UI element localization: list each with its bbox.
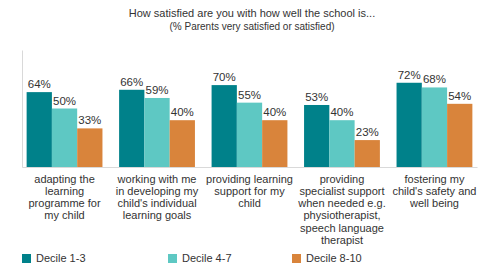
data-label: 64% xyxy=(28,78,51,90)
legend-label: Decile 1-3 xyxy=(36,252,86,264)
bar xyxy=(397,83,422,167)
x-tick-label: working with mein developing mychild's i… xyxy=(116,173,199,221)
bar xyxy=(170,120,195,167)
bar xyxy=(447,104,472,167)
x-tick-label: providing learningsupport for mychild xyxy=(206,173,293,209)
title: How satisfied are you with how well the … xyxy=(129,7,375,19)
data-label: 40% xyxy=(330,106,353,118)
bar xyxy=(212,85,237,167)
bar-series xyxy=(52,87,447,167)
bar xyxy=(27,92,52,167)
legend-swatch xyxy=(22,254,31,263)
data-label: 40% xyxy=(263,106,286,118)
legend: Decile 1-3 Decile 4-7 Decile 8-10 xyxy=(22,252,362,264)
bar xyxy=(77,128,102,167)
x-tick-label: adapting thelearningprogramme formy chil… xyxy=(28,173,100,221)
bar xyxy=(355,140,380,167)
x-axis-line xyxy=(23,167,478,168)
legend-swatch xyxy=(168,254,177,263)
bar xyxy=(262,120,287,167)
bar xyxy=(422,87,447,167)
data-label: 23% xyxy=(356,126,379,138)
data-label: 66% xyxy=(120,76,143,88)
data-label: 33% xyxy=(78,114,101,126)
x-tick: fostering mychild's safety andwell being xyxy=(392,167,476,209)
legend-label: Decile 4-7 xyxy=(182,252,232,264)
bar-series xyxy=(27,83,422,167)
bars xyxy=(27,83,473,167)
chart: How satisfied are you with how well the … xyxy=(0,0,480,275)
data-label: 55% xyxy=(238,89,261,101)
data-label: 40% xyxy=(171,106,194,118)
bar xyxy=(304,105,329,167)
data-label: 59% xyxy=(146,84,169,96)
x-tick-label: fostering mychild's safety andwell being xyxy=(392,173,476,209)
subtitle: (% Parents very satisfied or satisfied) xyxy=(169,21,334,32)
x-tick: providingspecialist supportwhen needed e… xyxy=(297,167,385,246)
bar xyxy=(237,103,262,167)
y-axis-line xyxy=(22,51,23,168)
y-axis xyxy=(22,51,23,168)
bar xyxy=(144,98,169,167)
x-tick: working with mein developing mychild's i… xyxy=(116,167,199,221)
x-tick: adapting thelearningprogramme formy chil… xyxy=(28,167,100,221)
data-label: 53% xyxy=(305,91,328,103)
x-axis: adapting thelearningprogramme formy chil… xyxy=(23,167,478,246)
data-label: 72% xyxy=(398,69,421,81)
data-label: 50% xyxy=(53,95,76,107)
bar xyxy=(119,90,144,167)
data-labels: 64%66%70%53%72%50%59%55%40%68%33%40%40%2… xyxy=(28,69,472,138)
x-tick: providing learningsupport for mychild xyxy=(206,167,293,209)
bar-series xyxy=(77,104,472,167)
bar xyxy=(329,120,354,167)
data-label: 70% xyxy=(213,71,236,83)
legend-label: Decile 8-10 xyxy=(306,252,362,264)
x-tick-label: providingspecialist supportwhen needed e… xyxy=(297,173,385,246)
data-label: 54% xyxy=(448,90,471,102)
legend-swatch xyxy=(292,254,301,263)
bar xyxy=(52,109,77,168)
data-label: 68% xyxy=(423,73,446,85)
